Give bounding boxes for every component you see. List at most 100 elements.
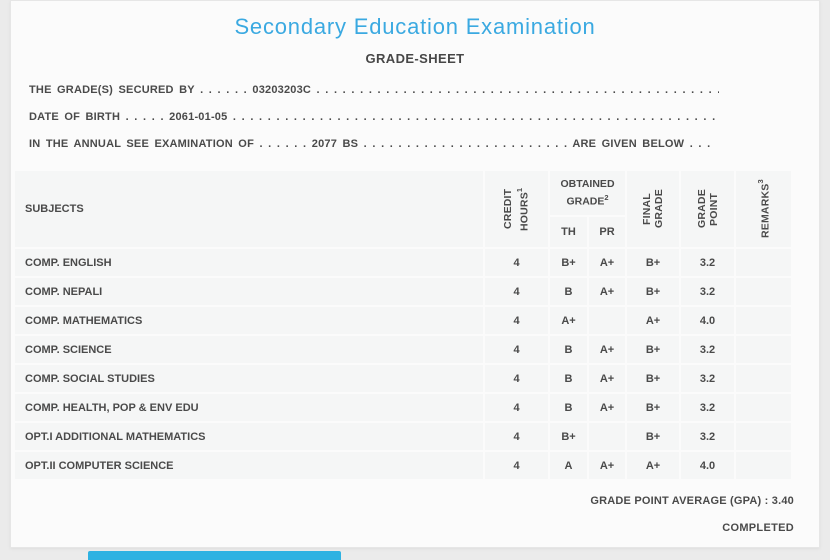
subject-cell: OPT.I ADDITIONAL MATHEMATICS xyxy=(15,423,483,450)
grade-point-cell: 4.0 xyxy=(681,307,734,334)
remarks-cell xyxy=(736,394,791,421)
remarks-cell xyxy=(736,336,791,363)
final-grade-cell: A+ xyxy=(627,452,679,479)
grade-point-column-header: GRADE POINT xyxy=(681,171,734,247)
dot-leader: . . . . . . xyxy=(259,138,307,150)
grades-secured-line: THE GRADE(S) SECURED BY . . . . . . 0320… xyxy=(29,77,719,104)
final-grade-cell: B+ xyxy=(627,394,679,421)
th-subcolumn-header: TH xyxy=(550,217,587,247)
table-row: COMP. SCIENCE 4 B A+ B+ 3.2 xyxy=(15,336,791,363)
final-grade-cell: A+ xyxy=(627,307,679,334)
remarks-cell xyxy=(736,423,791,450)
grade-point-cell: 4.0 xyxy=(681,452,734,479)
table-row: COMP. NEPALI 4 B A+ B+ 3.2 xyxy=(15,278,791,305)
dot-trailer: . . . . . . . . . . . . . . . . . . . . … xyxy=(316,84,719,96)
gpa-label: GRADE POINT AVERAGE (GPA) : xyxy=(590,495,769,507)
th-grade-cell: B+ xyxy=(550,249,587,276)
final-grade-cell: B+ xyxy=(627,336,679,363)
th-grade-cell: B xyxy=(550,278,587,305)
grade-point-cell: 3.2 xyxy=(681,394,734,421)
remarks-cell xyxy=(736,452,791,479)
examination-year-value: 2077 BS xyxy=(311,138,359,150)
pr-grade-cell: A+ xyxy=(589,336,625,363)
credit-cell: 4 xyxy=(485,336,548,363)
gpa-summary: GRADE POINT AVERAGE (GPA) : 3.40 xyxy=(590,495,794,507)
pr-grade-cell: A+ xyxy=(589,452,625,479)
credit-cell: 4 xyxy=(485,423,548,450)
grade-table: SUBJECTS CREDIT HOURS1 OBTAINED GRADE2 T… xyxy=(15,171,791,481)
subject-cell: COMP. SCIENCE xyxy=(15,336,483,363)
grade-point-cell: 3.2 xyxy=(681,423,734,450)
dot-leader: . . . . . . xyxy=(200,84,247,96)
final-grade-cell: B+ xyxy=(627,249,679,276)
th-grade-cell: B+ xyxy=(550,423,587,450)
obtained-grade-column-group: OBTAINED GRADE2 TH PR xyxy=(550,171,625,247)
final-grade-cell: B+ xyxy=(627,365,679,392)
th-grade-cell: A+ xyxy=(550,307,587,334)
credit-cell: 4 xyxy=(485,307,548,334)
grades-secured-label: THE GRADE(S) SECURED BY xyxy=(29,84,195,96)
grade-point-cell: 3.2 xyxy=(681,249,734,276)
examination-year-label: IN THE ANNUAL SEE EXAMINATION OF xyxy=(29,138,254,150)
date-of-birth-line: DATE OF BIRTH . . . . . 2061-01-05 . . .… xyxy=(29,104,719,131)
remarks-cell xyxy=(736,278,791,305)
gpa-value: 3.40 xyxy=(771,495,794,507)
remarks-cell xyxy=(736,249,791,276)
credit-cell: 4 xyxy=(485,278,548,305)
credit-hours-column-header: CREDIT HOURS1 xyxy=(485,171,548,247)
grade-point-cell: 3.2 xyxy=(681,365,734,392)
page-subtitle: GRADE-SHEET xyxy=(365,51,465,66)
pr-grade-cell: A+ xyxy=(589,249,625,276)
table-header-row: SUBJECTS CREDIT HOURS1 OBTAINED GRADE2 T… xyxy=(15,171,791,247)
status-text: COMPLETED xyxy=(722,522,794,534)
credit-cell: 4 xyxy=(485,394,548,421)
dot-leader: . . . . . xyxy=(125,111,164,123)
are-given-below-text: ARE GIVEN BELOW . . . xyxy=(572,138,711,150)
th-grade-cell: A xyxy=(550,452,587,479)
credit-cell: 4 xyxy=(485,365,548,392)
final-grade-cell: B+ xyxy=(627,423,679,450)
obtained-grade-header: OBTAINED GRADE2 xyxy=(550,171,625,215)
final-grade-cell: B+ xyxy=(627,278,679,305)
grade-sheet-card: Secondary Education Examination GRADE-SH… xyxy=(10,0,820,548)
pr-subcolumn-header: PR xyxy=(589,217,625,247)
th-grade-cell: B xyxy=(550,394,587,421)
page-title: Secondary Education Examination xyxy=(234,14,596,39)
grade-point-cell: 3.2 xyxy=(681,336,734,363)
subject-cell: COMP. SOCIAL STUDIES xyxy=(15,365,483,392)
table-row: COMP. ENGLISH 4 B+ A+ B+ 3.2 xyxy=(15,249,791,276)
pr-grade-cell: A+ xyxy=(589,278,625,305)
info-lines: THE GRADE(S) SECURED BY . . . . . . 0320… xyxy=(29,77,719,158)
dot-mid: . . . . . . . . . . . . . . . . . . . . … xyxy=(363,138,568,150)
partially-visible-bottom-button[interactable] xyxy=(88,551,341,560)
remarks-cell xyxy=(736,307,791,334)
final-grade-column-header: FINAL GRADE xyxy=(627,171,679,247)
remarks-cell xyxy=(736,365,791,392)
examination-year-line: IN THE ANNUAL SEE EXAMINATION OF . . . .… xyxy=(29,131,719,158)
pr-grade-cell: A+ xyxy=(589,394,625,421)
table-row: COMP. MATHEMATICS 4 A+ A+ 4.0 xyxy=(15,307,791,334)
table-row: COMP. SOCIAL STUDIES 4 B A+ B+ 3.2 xyxy=(15,365,791,392)
subject-cell: COMP. ENGLISH xyxy=(15,249,483,276)
th-grade-cell: B xyxy=(550,336,587,363)
pr-grade-cell: A+ xyxy=(589,365,625,392)
remarks-column-header: REMARKS3 xyxy=(736,171,791,247)
pr-grade-cell xyxy=(589,423,625,450)
table-row: OPT.II COMPUTER SCIENCE 4 A A+ A+ 4.0 xyxy=(15,452,791,479)
subject-cell: COMP. HEALTH, POP & ENV EDU xyxy=(15,394,483,421)
date-of-birth-label: DATE OF BIRTH xyxy=(29,111,121,123)
credit-cell: 4 xyxy=(485,249,548,276)
dot-trailer: . . . . . . . . . . . . . . . . . . . . … xyxy=(232,111,716,123)
subject-cell: OPT.II COMPUTER SCIENCE xyxy=(15,452,483,479)
table-row: OPT.I ADDITIONAL MATHEMATICS 4 B+ B+ 3.2 xyxy=(15,423,791,450)
subject-cell: COMP. NEPALI xyxy=(15,278,483,305)
credit-cell: 4 xyxy=(485,452,548,479)
subjects-column-header: SUBJECTS xyxy=(15,171,483,247)
table-row: COMP. HEALTH, POP & ENV EDU 4 B A+ B+ 3.… xyxy=(15,394,791,421)
th-grade-cell: B xyxy=(550,365,587,392)
symbol-number-value: 03203203C xyxy=(252,84,312,96)
subject-cell: COMP. MATHEMATICS xyxy=(15,307,483,334)
pr-grade-cell xyxy=(589,307,625,334)
grade-point-cell: 3.2 xyxy=(681,278,734,305)
date-of-birth-value: 2061-01-05 xyxy=(169,111,228,123)
